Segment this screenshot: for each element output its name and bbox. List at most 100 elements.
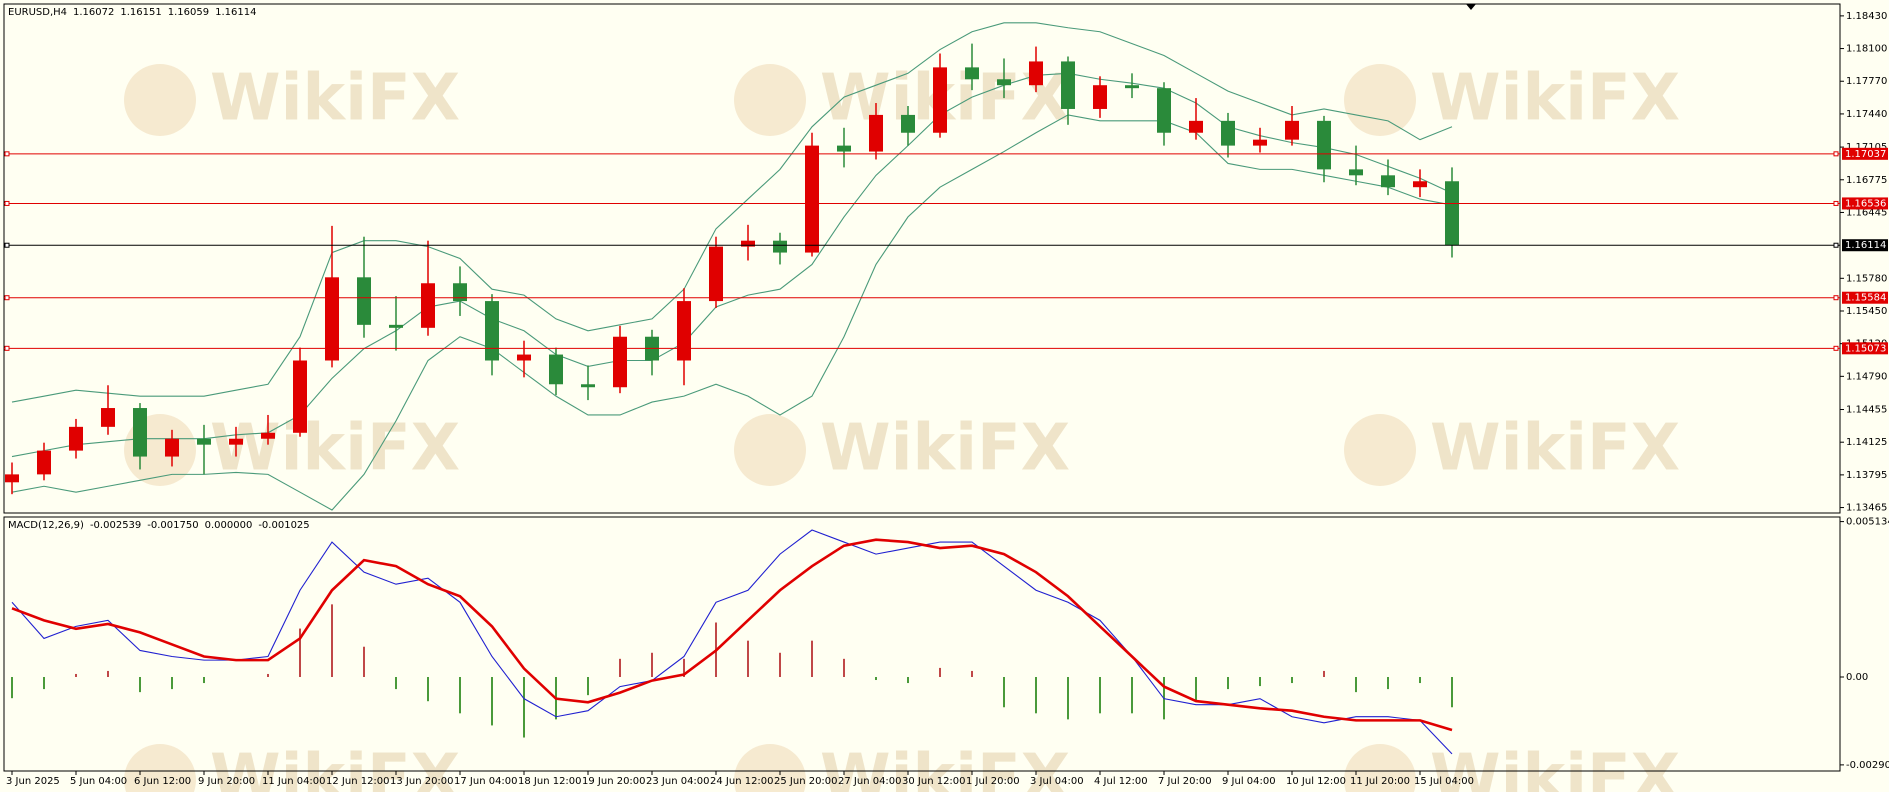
candle-body — [133, 408, 147, 457]
level-label: 1.17037 — [1845, 149, 1886, 160]
candle-body — [69, 426, 83, 451]
candle-body — [1253, 139, 1267, 146]
price-panel — [3, 3, 1841, 514]
candle-body — [453, 283, 467, 302]
y-tick-label: 1.16445 — [1846, 207, 1887, 218]
x-tick-label: 3 Jun 2025 — [6, 776, 60, 787]
y-tick-label: 1.16775 — [1846, 175, 1887, 186]
y-tick-label: 1.15780 — [1846, 273, 1887, 284]
watermark-logo — [734, 414, 806, 486]
candle-body — [549, 354, 563, 385]
level-label-box — [1842, 291, 1888, 304]
level-marker — [1833, 151, 1839, 157]
x-tick-label: 11 Jun 04:00 — [262, 776, 326, 787]
candle-body — [677, 301, 691, 361]
candle-body — [1029, 61, 1043, 86]
last-price-label: 1.16114 — [1845, 240, 1886, 251]
header-value: -0.001025 — [258, 520, 309, 531]
candle-body — [581, 384, 595, 388]
last-price-label-box — [1842, 239, 1888, 252]
y-tick-label: 1.14455 — [1846, 405, 1887, 416]
x-tick-label: 15 Jul 04:00 — [1414, 776, 1474, 787]
x-tick-label: 12 Jun 12:00 — [326, 776, 390, 787]
level-label-box — [1842, 342, 1888, 355]
y-tick-label: 1.18430 — [1846, 11, 1887, 22]
watermark: WikiFX — [210, 412, 460, 486]
x-tick-label: 9 Jul 04:00 — [1222, 776, 1276, 787]
candle-body — [1381, 175, 1395, 188]
candle-body — [805, 145, 819, 253]
candle-body — [293, 360, 307, 433]
candle-body — [1285, 120, 1299, 140]
candle-body — [837, 145, 851, 152]
candle-body — [517, 354, 531, 361]
watermark: WikiFX — [1430, 412, 1680, 486]
x-tick-label: 7 Jul 20:00 — [1158, 776, 1212, 787]
y-tick-label: 0.005134 — [1846, 517, 1889, 528]
candle-body — [1221, 120, 1235, 146]
header-value: 0.000000 — [205, 520, 253, 531]
shift-marker — [1466, 4, 1476, 10]
level-marker — [4, 295, 10, 301]
x-tick-label: 30 Jun 12:00 — [902, 776, 966, 787]
x-tick-label: 17 Jun 04:00 — [454, 776, 518, 787]
y-tick-label: -0.002904 — [1846, 760, 1889, 771]
x-tick-label: 19 Jun 20:00 — [582, 776, 646, 787]
level-marker — [1833, 345, 1839, 351]
indicator-header: EURUSD,H4 1.16072 1.16151 1.16059 1.16114 — [8, 7, 256, 18]
bollinger-upper — [11, 22, 1453, 403]
signal-line — [11, 538, 1453, 732]
level-label-box — [1842, 197, 1888, 210]
y-tick-label: 1.17440 — [1846, 109, 1887, 120]
y-tick-label: 1.13795 — [1846, 470, 1887, 481]
candle-body — [421, 283, 435, 328]
x-tick-label: 6 Jun 12:00 — [134, 776, 191, 787]
candle-body — [901, 114, 915, 133]
candle-body — [1317, 120, 1331, 170]
indicator-header: MACD(12,26,9) -0.002539 -0.001750 0.000000-… — [8, 520, 310, 531]
y-tick-label: 0.00 — [1846, 672, 1868, 683]
level-marker — [4, 345, 10, 351]
x-tick-label: 24 Jun 12:00 — [710, 776, 774, 787]
x-tick-label: 5 Jun 04:00 — [70, 776, 127, 787]
last-price-marker — [4, 242, 10, 248]
watermark: WikiFX — [820, 742, 1070, 792]
y-tick-label: 1.18100 — [1846, 44, 1887, 55]
watermark-logo — [734, 744, 806, 792]
header-value: 1.16114 — [215, 7, 256, 18]
watermark-logo — [124, 744, 196, 792]
candle-body — [741, 240, 755, 247]
x-tick-label: 18 Jun 12:00 — [518, 776, 582, 787]
x-tick-label: 25 Jun 20:00 — [774, 776, 838, 787]
candle-body — [1445, 181, 1459, 246]
y-tick-label: 1.14790 — [1846, 371, 1887, 382]
level-label-box — [1842, 147, 1888, 160]
watermark: WikiFX — [210, 62, 460, 136]
last-price-marker — [1833, 242, 1839, 248]
x-tick-label: 23 Jun 04:00 — [646, 776, 710, 787]
x-tick-label: 4 Jul 12:00 — [1094, 776, 1148, 787]
header-value: -0.001750 — [147, 520, 198, 531]
candle-body — [965, 67, 979, 80]
candle-body — [229, 438, 243, 445]
level-marker — [4, 151, 10, 157]
watermark: WikiFX — [1430, 742, 1680, 792]
bollinger-middle — [11, 72, 1453, 458]
candle-body — [37, 450, 51, 475]
candle-body — [869, 114, 883, 152]
x-tick-label: 3 Jul 04:00 — [1030, 776, 1084, 787]
candle-body — [5, 474, 19, 483]
y-tick-label: 1.17770 — [1846, 76, 1887, 87]
level-label: 1.16536 — [1845, 198, 1886, 209]
x-tick-label: 11 Jul 20:00 — [1350, 776, 1410, 787]
candle-body — [485, 301, 499, 361]
x-tick-label: 27 Jun 04:00 — [838, 776, 902, 787]
candle-body — [357, 277, 371, 325]
candle-body — [1413, 181, 1427, 188]
y-tick-label: 1.14125 — [1846, 437, 1887, 448]
x-tick-label: 10 Jul 12:00 — [1286, 776, 1346, 787]
watermark-logo — [734, 64, 806, 136]
x-tick-label: 9 Jun 20:00 — [198, 776, 255, 787]
watermark-logo — [1344, 414, 1416, 486]
